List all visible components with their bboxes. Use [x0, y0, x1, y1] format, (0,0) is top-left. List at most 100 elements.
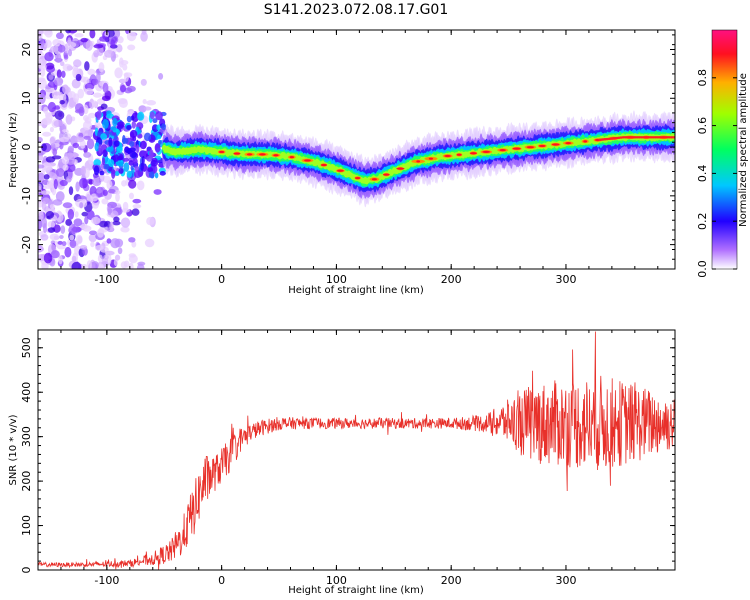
spectrogram-noise-blob: [48, 74, 54, 81]
spectrogram-transition-blob: [124, 146, 129, 153]
spectrogram-noise-blob: [141, 30, 147, 35]
snr-y-tick-label: 0: [20, 567, 33, 574]
spectrogram-noise-blob: [88, 233, 97, 243]
spectrogram-noise-blob: [38, 218, 43, 230]
spectrogram-noise-blob: [43, 106, 49, 114]
spectrogram-noise-blob: [97, 254, 103, 263]
spectrogram-y-tick-label: -20: [20, 236, 33, 254]
spectrogram-transition-blob: [100, 133, 108, 140]
spectrogram-noise-blob: [73, 218, 83, 227]
spectrogram-noise-blob: [55, 168, 65, 177]
spectrogram-transition-blob: [139, 140, 147, 150]
spectrogram-y-tick-label: 10: [20, 91, 33, 105]
spectrogram-noise-blob: [137, 261, 146, 266]
spectrogram-noise-blob: [96, 228, 104, 238]
spectrogram-noise-blob: [84, 82, 95, 91]
spectrogram-noise-blob: [60, 61, 65, 67]
spectrogram-peak-spot: [304, 159, 311, 162]
spectrogram-noise-blob: [121, 180, 127, 187]
spectrogram-transition-blob: [122, 134, 126, 145]
spectrogram-noise-blob: [38, 183, 42, 190]
spectrogram-transition-blob: [154, 172, 159, 179]
spectrogram-noise-blob: [79, 202, 84, 209]
spectrogram-noise-blob: [47, 227, 56, 233]
spectrogram-noise-blob: [96, 189, 103, 194]
colorbar: 0.0 0.2 0.4 0.6 0.8 Normalized spectral ampl…: [696, 29, 749, 278]
spectrogram-noise-blob: [38, 120, 44, 127]
spectrogram-noise-blob: [92, 177, 102, 187]
spectrogram-noise-blob: [120, 226, 130, 233]
spectrogram-noise-blob: [128, 179, 137, 189]
spectrogram-peak-spot: [428, 157, 434, 160]
colorbar-label: Normalized spectral amplitude: [738, 73, 749, 227]
colorbar-ticks: 0.0 0.2 0.4 0.6 0.8: [696, 69, 737, 278]
spectrogram-transition-blob: [126, 125, 132, 131]
spectrogram-noise-blob: [79, 223, 88, 230]
spectrogram-peak-spot: [444, 154, 452, 158]
snr-y-tick-label: 500: [20, 337, 33, 358]
snr-y-label: SNR (10 * v/v): [8, 414, 19, 485]
spectrogram-y-tick-label: 20: [20, 43, 33, 57]
spectrogram-transition-blob: [156, 134, 162, 140]
spectrogram-x-tick-label: 100: [326, 273, 347, 286]
spectrogram-noise-blob: [68, 186, 74, 196]
spectrogram-noise-blob: [65, 219, 72, 226]
snr-y-tick-label: 100: [20, 515, 33, 536]
spectrogram-noise-blob: [101, 95, 111, 102]
spectrogram-noise-blob: [84, 216, 89, 225]
spectrogram-transition-blob: [126, 170, 132, 178]
spectrogram-noise-blob: [63, 54, 69, 60]
spectrogram-noise-blob: [38, 103, 42, 113]
spectrogram-noise-blob: [122, 201, 129, 211]
spectrogram-noise-blob: [41, 217, 48, 229]
snr-frame: [37, 329, 676, 571]
spectrogram-transition-blob: [116, 121, 125, 128]
spectrogram-peak-spot: [371, 178, 377, 181]
spectrogram-noise-blob: [88, 112, 96, 119]
spectrogram-transition-blob: [151, 157, 158, 162]
spectrogram-noise-blob: [64, 246, 72, 258]
spectrogram-transition-blob: [143, 132, 152, 142]
spectrogram-noise-blob: [123, 260, 130, 268]
spectrogram-noise-blob: [38, 154, 44, 161]
spectrogram-noise-blob: [57, 44, 66, 53]
spectrogram-noise-blob: [59, 140, 64, 150]
spectrogram-noise-blob: [131, 208, 140, 216]
spectrogram-noise-blob: [110, 210, 119, 219]
spectrogram-noise-blob: [74, 136, 85, 143]
spectrogram-noise-blob: [128, 192, 135, 200]
spectrogram-transition-blob: [113, 140, 120, 147]
spectrogram-noise-blob: [65, 114, 73, 125]
spectrogram-noise-blob: [75, 234, 83, 245]
spectrogram-transition-blob: [105, 130, 110, 136]
spectrogram-transition-blob: [126, 115, 132, 123]
spectrogram-noise-blob: [40, 234, 49, 241]
spectrogram-noise-blob: [126, 31, 137, 42]
spectrogram-noise-blob: [146, 100, 157, 106]
spectrogram-noise-blob: [138, 105, 147, 113]
spectrogram-transition-blob: [101, 157, 106, 166]
spectrogram-noise-blob: [45, 62, 55, 70]
spectrogram-transition-blob: [105, 146, 114, 153]
snr-x-tick-label: 100: [326, 574, 347, 587]
spectrogram-transition-blob: [130, 165, 134, 171]
spectrogram-noise-blob: [107, 188, 116, 194]
spectrogram-noise-blob: [56, 69, 62, 79]
snr-x-tick-label: -100: [94, 574, 119, 587]
spectrogram-noise-blob: [55, 191, 65, 202]
spectrogram-noise-blob: [69, 234, 75, 241]
spectrogram-transition-blob: [98, 144, 102, 154]
spectrogram-x-tick-label: -100: [94, 273, 119, 286]
snr-panel: -100 0 100 200 300 0 100 200 300 400 500 Height o…: [8, 329, 676, 596]
spectrogram-noise-blob: [59, 179, 68, 187]
spectrogram-noise-blob: [93, 92, 103, 98]
spectrogram-transition-blob: [113, 154, 120, 162]
spectrogram-noise-blob: [104, 250, 115, 256]
spectrogram-noise-blob: [84, 88, 94, 96]
colorbar-gradient: [711, 29, 738, 270]
spectrogram-transition-blob: [99, 170, 105, 176]
spectrogram-transition-blob: [155, 111, 163, 121]
spectrogram-noise-blob: [82, 76, 90, 85]
spectrogram-noise-blob: [79, 244, 88, 250]
colorbar-tick-label: 0.4: [696, 165, 709, 183]
